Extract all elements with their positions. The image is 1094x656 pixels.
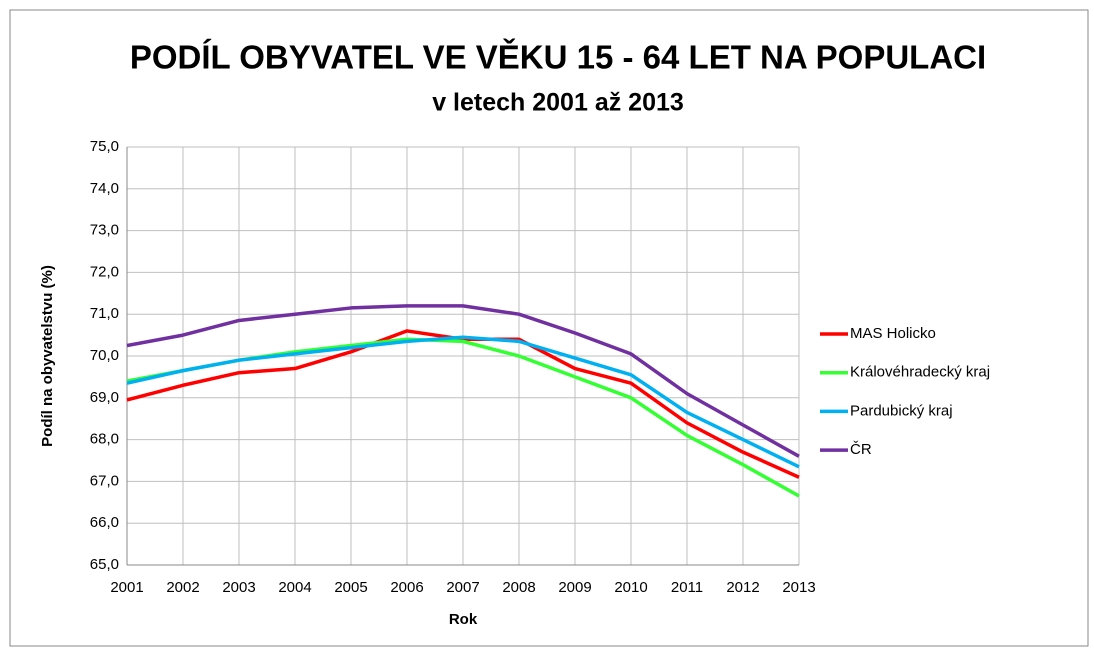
y-tick-label: 67,0: [90, 472, 119, 489]
x-tick-label: 2005: [334, 579, 367, 596]
legend-label: Královéhradecký kraj: [850, 364, 990, 381]
x-tick-label: 2011: [671, 579, 703, 596]
x-tick-label: 2012: [726, 579, 759, 596]
chart-frame: [9, 9, 1089, 647]
y-tick-label: 69,0: [90, 389, 119, 406]
y-tick-label: 74,0: [90, 180, 119, 197]
x-axis-label: Rok: [449, 611, 478, 628]
legend-label: ČR: [850, 441, 872, 458]
legend-label: MAS Holicko: [850, 325, 936, 342]
y-tick-label: 65,0: [90, 556, 119, 573]
x-tick-label: 2009: [558, 579, 591, 596]
x-tick-label: 2002: [166, 579, 199, 596]
x-tick-label: 2007: [446, 579, 479, 596]
x-tick-label: 2013: [782, 579, 815, 596]
chart-title: PODÍL OBYVATEL VE VĚKU 15 - 64 LET NA PO…: [130, 39, 986, 76]
chart-subtitle: v letech 2001 až 2013: [432, 89, 684, 117]
y-tick-label: 72,0: [90, 263, 119, 280]
y-tick-label: 71,0: [90, 305, 119, 322]
series-line: [126, 335, 800, 469]
x-tick-label: 2006: [390, 579, 423, 596]
y-tick-label: 70,0: [90, 347, 119, 364]
y-axis-label: Podíl na obyvatelstvu (%): [39, 265, 56, 447]
y-tick-label: 66,0: [90, 514, 119, 531]
y-tick-label: 75,0: [90, 138, 119, 155]
x-tick-label: 2010: [614, 579, 647, 596]
x-tick-label: 2001: [110, 579, 143, 596]
y-tick-label: 73,0: [90, 222, 119, 239]
x-tick-label: 2003: [222, 579, 255, 596]
legend-label: Pardubický kraj: [850, 402, 953, 419]
x-tick-label: 2008: [502, 579, 535, 596]
x-tick-label: 2004: [278, 579, 311, 596]
y-tick-label: 68,0: [90, 431, 119, 448]
series-line: [126, 329, 800, 479]
series-line: [126, 304, 800, 458]
